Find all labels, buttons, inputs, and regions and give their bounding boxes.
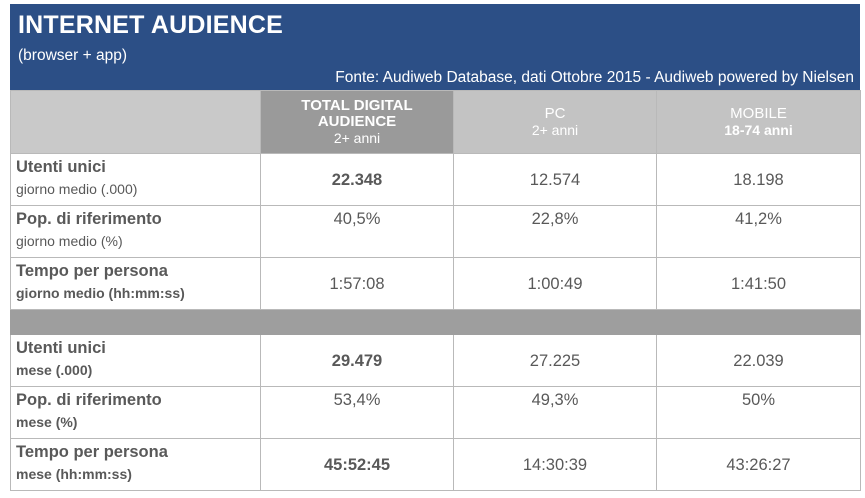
row-label: Pop. di riferimento	[16, 391, 162, 409]
row-sublabel: giorno medio (.000)	[16, 181, 138, 197]
separator-bar	[10, 309, 861, 335]
cell-total-digital: 40,5%	[260, 205, 454, 258]
column-header-total-digital: TOTAL DIGITAL AUDIENCE 2+ anni	[260, 90, 454, 154]
cell-pc: 14:30:39	[453, 438, 657, 491]
cell-total-digital: 1:57:08	[260, 257, 454, 310]
row-label-cell: Tempo per persona giorno medio (hh:mm:ss…	[10, 257, 261, 310]
row-label: Tempo per persona	[16, 262, 168, 280]
row-label: Pop. di riferimento	[16, 210, 162, 228]
table-row-day-reference-pop: Pop. di riferimento giorno medio (%) 40,…	[10, 205, 861, 258]
row-label: Tempo per persona	[16, 443, 168, 461]
cell-mobile: 50%	[656, 386, 861, 439]
row-label: Utenti unici	[16, 339, 106, 357]
cell-mobile: 1:41:50	[656, 257, 861, 310]
row-sublabel: giorno medio (hh:mm:ss)	[16, 285, 185, 301]
cell-mobile: 18.198	[656, 153, 861, 206]
column-header-row: TOTAL DIGITAL AUDIENCE 2+ anni PC 2+ ann…	[10, 90, 861, 154]
data-source-note: Fonte: Audiweb Database, dati Ottobre 20…	[335, 69, 854, 86]
table-row-day-unique-users: Utenti unici giorno medio (.000) 22.348 …	[10, 153, 861, 206]
cell-total-digital: 29.479	[260, 334, 454, 387]
cell-total-digital: 53,4%	[260, 386, 454, 439]
table-row-month-time-per-person: Tempo per persona mese (hh:mm:ss) 45:52:…	[10, 438, 861, 491]
row-sublabel: mese (hh:mm:ss)	[16, 466, 132, 482]
cell-pc: 27.225	[453, 334, 657, 387]
row-label-cell: Tempo per persona mese (hh:mm:ss)	[10, 438, 261, 491]
table-header: INTERNET AUDIENCE (browser + app) Fonte:…	[10, 4, 860, 90]
cell-total-digital: 22.348	[260, 153, 454, 206]
column-header-line: AUDIENCE	[317, 113, 397, 130]
cell-pc: 49,3%	[453, 386, 657, 439]
table-row-month-reference-pop: Pop. di riferimento mese (%) 53,4% 49,3%…	[10, 386, 861, 439]
audience-table: TOTAL DIGITAL AUDIENCE 2+ anni PC 2+ ann…	[10, 90, 861, 491]
cell-mobile: 43:26:27	[656, 438, 861, 491]
table-subtitle: (browser + app)	[18, 47, 127, 64]
row-sublabel: mese (.000)	[16, 362, 93, 378]
column-header-age-range: 2+ anni	[333, 130, 381, 146]
table-row-day-time-per-person: Tempo per persona giorno medio (hh:mm:ss…	[10, 257, 861, 310]
section-separator	[10, 309, 861, 335]
cell-mobile: 22.039	[656, 334, 861, 387]
column-header-line: TOTAL DIGITAL	[301, 97, 413, 114]
column-header-pc: PC 2+ anni	[453, 90, 657, 154]
cell-total-digital: 45:52:45	[260, 438, 454, 491]
column-header-line: PC	[544, 105, 566, 122]
column-header-mobile: MOBILE 18-74 anni	[656, 90, 861, 154]
table-row-month-unique-users: Utenti unici mese (.000) 29.479 27.225 2…	[10, 334, 861, 387]
row-label-cell: Pop. di riferimento giorno medio (%)	[10, 205, 261, 258]
column-header-age-range: 2+ anni	[531, 122, 579, 138]
row-label-cell: Utenti unici giorno medio (.000)	[10, 153, 261, 206]
row-sublabel: mese (%)	[16, 414, 78, 430]
internet-audience-table-card: INTERNET AUDIENCE (browser + app) Fonte:…	[10, 4, 861, 491]
table-title: INTERNET AUDIENCE	[18, 11, 283, 39]
cell-pc: 22,8%	[453, 205, 657, 258]
column-header-age-range: 18-74 anni	[724, 122, 793, 138]
row-label: Utenti unici	[16, 158, 106, 176]
cell-pc: 12.574	[453, 153, 657, 206]
empty-header-cell	[10, 90, 261, 154]
cell-mobile: 41,2%	[656, 205, 861, 258]
row-label-cell: Utenti unici mese (.000)	[10, 334, 261, 387]
cell-pc: 1:00:49	[453, 257, 657, 310]
column-header-line: MOBILE	[730, 105, 787, 122]
row-sublabel: giorno medio (%)	[16, 233, 123, 249]
row-label-cell: Pop. di riferimento mese (%)	[10, 386, 261, 439]
